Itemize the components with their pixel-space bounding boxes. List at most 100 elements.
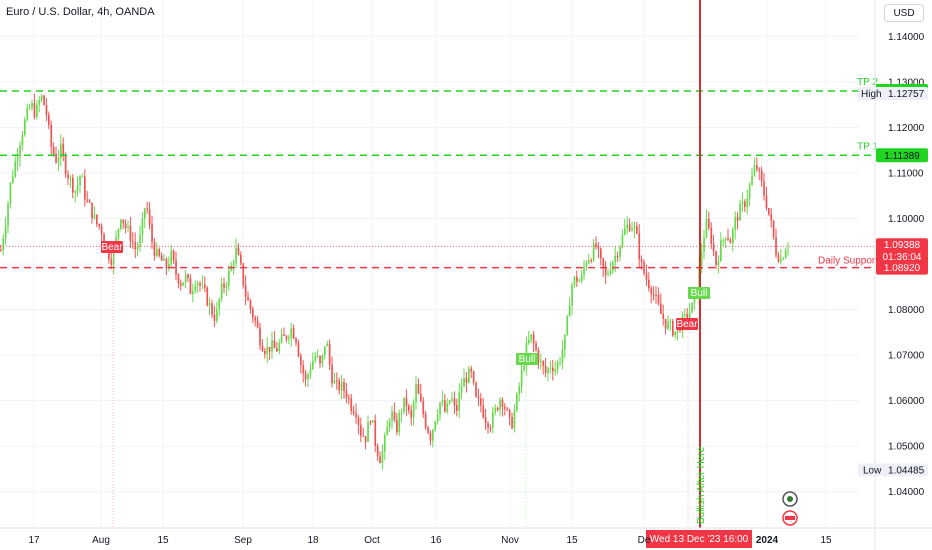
candle-body	[463, 378, 465, 387]
candle-body	[700, 251, 703, 266]
axis-badges: 1.128001.113891.089201.0938801:36:04High…	[858, 84, 928, 477]
candle-body	[669, 321, 672, 323]
candle-body	[256, 320, 259, 328]
candle-body	[273, 340, 276, 349]
candle-body	[360, 424, 362, 436]
candle-body	[710, 227, 713, 244]
candle-body	[412, 402, 415, 418]
candle-body	[158, 249, 161, 256]
candle-body	[561, 349, 564, 362]
candle-body	[441, 400, 444, 403]
currency-button[interactable]: USD	[884, 4, 924, 22]
candle-body	[364, 436, 367, 442]
x-tick-label: 15	[157, 535, 169, 546]
candle-body	[396, 419, 398, 433]
candle-body	[28, 107, 31, 109]
low-badge	[858, 463, 928, 477]
last-price-badge	[876, 238, 928, 265]
candle-body	[523, 365, 525, 370]
candle-body	[321, 354, 324, 364]
candle-body	[633, 226, 636, 229]
x-tick-label: Oct	[364, 535, 380, 546]
candle-body	[712, 243, 715, 252]
candle-body	[652, 294, 655, 296]
candle-body	[196, 283, 199, 286]
y-tick-label: 1.07000	[888, 351, 925, 362]
candle-body	[112, 245, 115, 265]
candle-body	[384, 435, 386, 452]
candle-body	[348, 397, 350, 399]
candle-body	[732, 229, 734, 244]
candle-body	[386, 427, 389, 436]
candle-body	[734, 216, 737, 230]
symbol-title[interactable]: Euro / U.S. Dollar, 4h, OANDA	[6, 6, 155, 18]
candle-body	[532, 334, 535, 344]
flag-icon-stripe	[785, 516, 795, 520]
bull-marker	[516, 353, 538, 365]
candle-body	[16, 157, 19, 162]
candle-body	[667, 321, 669, 329]
candle-body	[530, 334, 533, 340]
candle-body	[772, 220, 775, 238]
x-tick-label: Nov	[501, 535, 519, 546]
candle-body	[580, 274, 583, 281]
candle-body	[648, 279, 650, 289]
candle-body	[74, 190, 77, 193]
candle-body	[477, 396, 480, 399]
candle-body	[204, 284, 206, 288]
candle-body	[381, 451, 384, 464]
candle-body	[432, 430, 434, 441]
candle-body	[302, 365, 305, 374]
candle-body	[213, 314, 216, 321]
candle-body	[268, 346, 271, 352]
candle-body	[708, 218, 710, 228]
candle-body	[31, 103, 33, 108]
candle-body	[338, 380, 341, 391]
candle-body	[460, 386, 463, 393]
candle-body	[151, 224, 153, 242]
low-value: 1.04485	[888, 466, 925, 477]
candle-body	[506, 408, 509, 410]
candle-body	[84, 176, 86, 200]
candle-body	[621, 234, 624, 247]
candlestick-series	[0, 93, 789, 471]
x-tick-label: 15	[820, 535, 832, 546]
candle-body	[691, 302, 693, 313]
candle-body	[578, 280, 581, 282]
candle-body	[189, 278, 192, 294]
candle-body	[597, 246, 600, 249]
candle-body	[81, 176, 84, 178]
candle-body	[722, 239, 725, 241]
candle-body	[693, 297, 696, 303]
candle-body	[285, 335, 288, 340]
candle-body	[619, 246, 621, 257]
candle-body	[480, 398, 482, 406]
candle-body	[748, 184, 751, 199]
candle-body	[559, 361, 561, 363]
candle-body	[26, 107, 29, 120]
candle-body	[784, 250, 787, 259]
candle-body	[758, 169, 761, 171]
candle-body	[309, 368, 312, 375]
candle-body	[504, 407, 506, 409]
candle-body	[141, 218, 144, 235]
candle-body	[420, 393, 422, 402]
candle-body	[43, 95, 45, 106]
candle-body	[628, 224, 631, 231]
last-price-label: 1.09388	[884, 240, 921, 251]
candle-body	[602, 258, 605, 269]
candle-body	[400, 411, 403, 413]
candle-body	[672, 321, 674, 336]
crosshair-line: Bullish After Here Wed 13 Dec '23 16:00	[112, 0, 752, 548]
candle-body	[542, 361, 545, 366]
candle-body	[751, 175, 753, 185]
candle-body	[650, 288, 653, 295]
candle-body	[232, 263, 235, 266]
candle-body	[372, 420, 374, 423]
candle-body	[278, 342, 281, 352]
candle-body	[765, 195, 768, 209]
candle-body	[19, 145, 21, 158]
candle-body	[336, 380, 338, 382]
marker-label: Bear	[101, 242, 123, 253]
